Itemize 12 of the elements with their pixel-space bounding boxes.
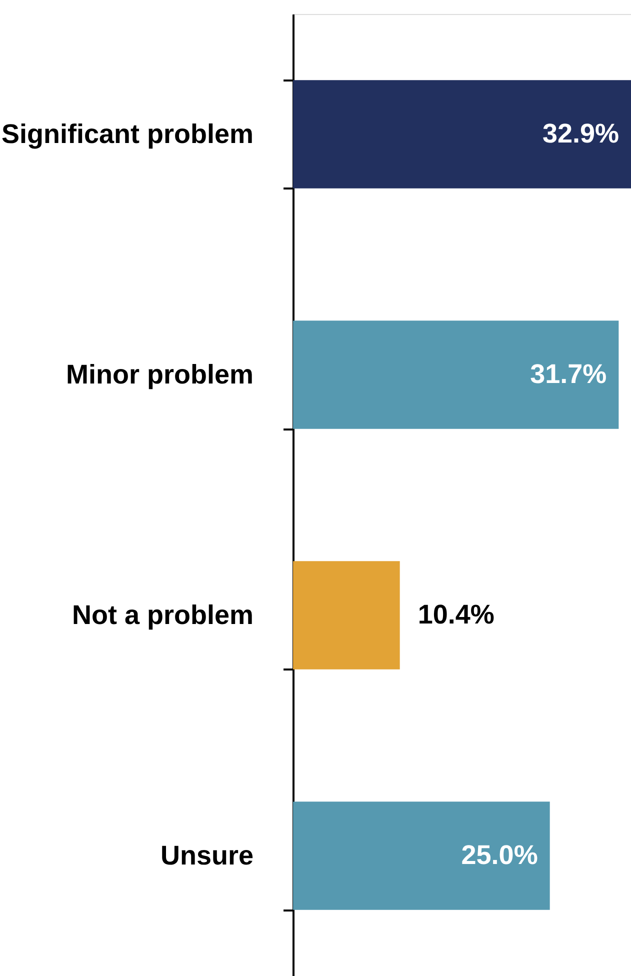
y-tick-label: Significant problem [1,118,254,149]
y-tick-label: Minor problem [66,359,254,390]
bar [293,802,550,910]
bar [293,561,400,670]
data-label: 32.9% [542,118,619,148]
bar [293,320,619,429]
y-tick-label: Not a problem [72,600,254,630]
bar [293,80,631,188]
y-tick-label: Unsure [160,840,254,870]
data-label: 31.7% [530,358,607,389]
data-label: 25.0% [461,840,538,870]
data-label: 10.4% [418,599,494,630]
